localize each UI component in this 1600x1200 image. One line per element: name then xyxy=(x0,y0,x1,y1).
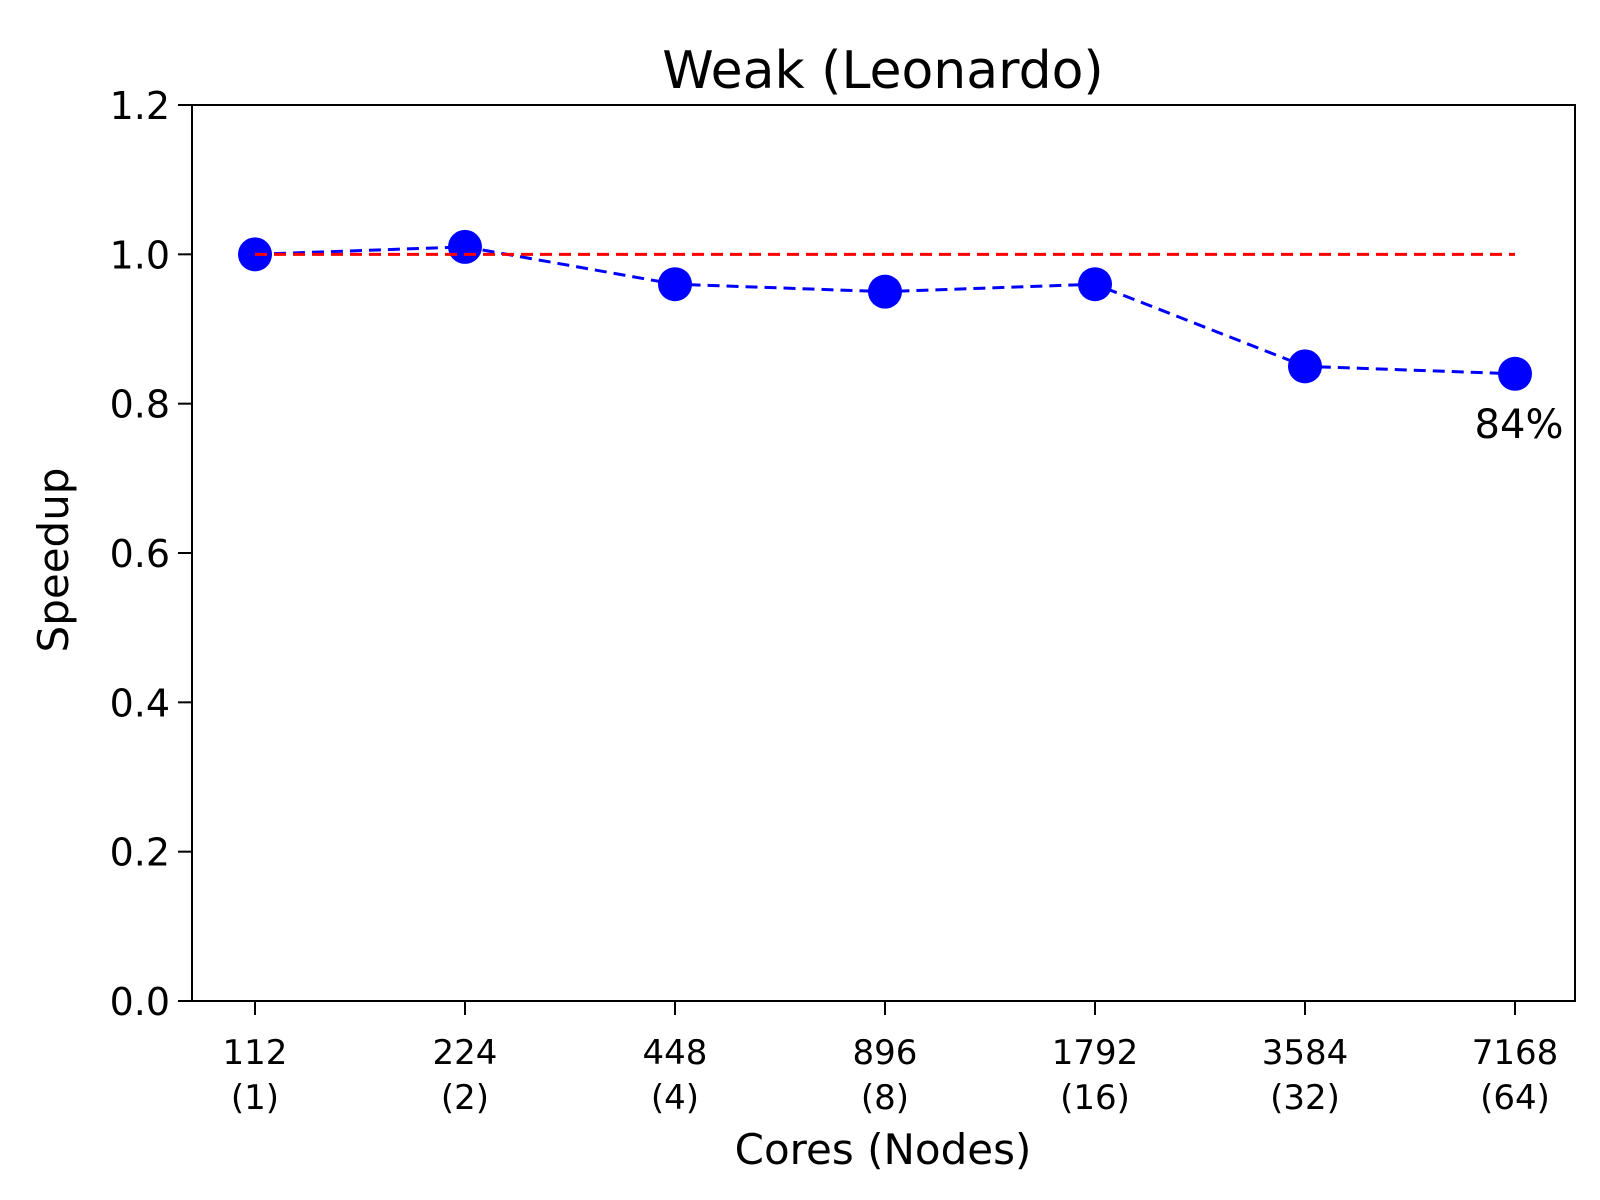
x-tick-label-nodes: (1) xyxy=(231,1078,279,1118)
speedup-data-point xyxy=(1288,349,1322,384)
plot-layer: 84% xyxy=(238,229,1564,448)
speedup-data-point xyxy=(658,267,692,302)
y-tick-label: 0.6 xyxy=(110,532,170,576)
x-tick-label-nodes: (8) xyxy=(861,1078,909,1118)
x-tick-label-cores: 7168 xyxy=(1472,1033,1559,1073)
x-tick-label-cores: 224 xyxy=(433,1033,498,1073)
x-axis-label: Cores (Nodes) xyxy=(735,1125,1032,1174)
y-tick-label: 1.0 xyxy=(110,233,170,277)
x-tick-label-nodes: (32) xyxy=(1270,1078,1340,1118)
x-tick-label-cores: 112 xyxy=(223,1033,288,1073)
speedup-data-point xyxy=(1078,267,1112,302)
x-tick-label-cores: 1792 xyxy=(1052,1033,1139,1073)
x-tick-label-cores: 896 xyxy=(853,1033,918,1073)
y-tick-label: 0.2 xyxy=(110,831,170,875)
speedup-series-line xyxy=(254,245,1516,376)
speedup-data-point xyxy=(868,274,902,309)
x-tick-label-nodes: (64) xyxy=(1480,1078,1550,1118)
plot-area-frame xyxy=(191,104,1576,1002)
x-tick-label-nodes: (16) xyxy=(1060,1078,1130,1118)
y-tick-label: 0.4 xyxy=(110,681,170,725)
x-tick-label-cores: 448 xyxy=(643,1033,708,1073)
y-tick-label: 0.0 xyxy=(110,980,170,1024)
x-axis: 112 (1) 224 (2) 448 (4) 896 (8) 1792 (16) 3584 (32)… xyxy=(223,1001,1559,1118)
efficiency-annotation: 84% xyxy=(1475,402,1564,448)
y-tick-label: 1.2 xyxy=(110,84,170,128)
speedup-data-point xyxy=(1498,356,1532,391)
y-axis-label: Speedup xyxy=(29,468,78,653)
y-tick-label: 0.8 xyxy=(110,383,170,427)
speedup-data-point xyxy=(448,229,482,264)
x-tick-label-nodes: (4) xyxy=(651,1078,699,1118)
y-axis: 0.0 0.2 0.4 0.6 0.8 1.0 1.2 xyxy=(110,84,192,1024)
x-tick-label-nodes: (2) xyxy=(441,1078,489,1118)
x-tick-label-cores: 3584 xyxy=(1262,1033,1349,1073)
chart-title: Weak (Leonardo) xyxy=(662,41,1103,101)
